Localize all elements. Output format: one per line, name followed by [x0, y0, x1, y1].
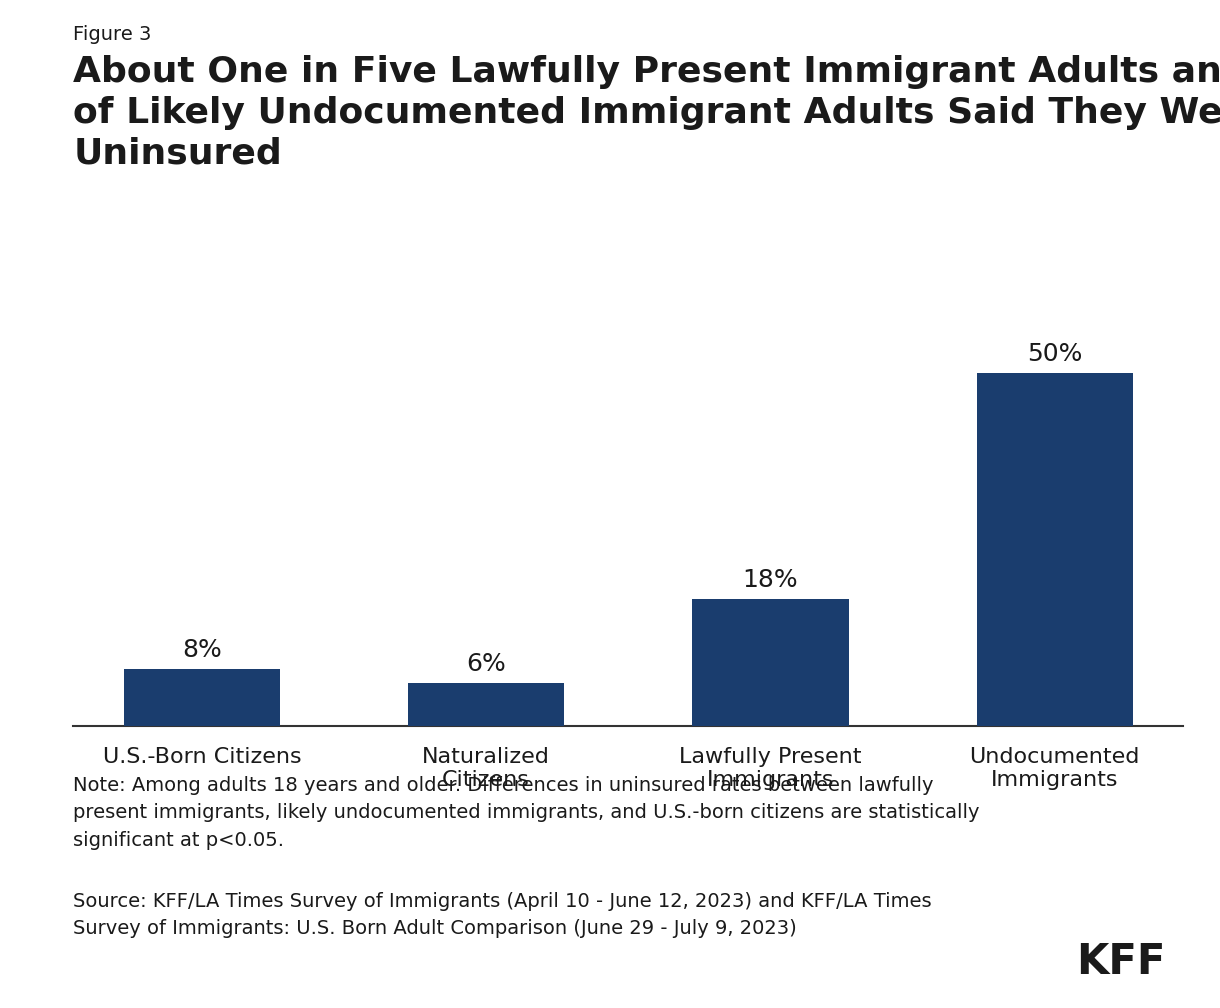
- Text: About One in Five Lawfully Present Immigrant Adults and Half
of Likely Undocumen: About One in Five Lawfully Present Immig…: [73, 55, 1220, 171]
- Text: Figure 3: Figure 3: [73, 25, 151, 44]
- Text: 18%: 18%: [743, 568, 798, 592]
- Bar: [123, 669, 281, 726]
- Text: 6%: 6%: [466, 652, 506, 676]
- Bar: [976, 373, 1133, 726]
- Text: 50%: 50%: [1027, 342, 1082, 366]
- Bar: [407, 683, 565, 726]
- Text: 8%: 8%: [182, 638, 222, 662]
- Bar: [692, 599, 849, 726]
- Text: Note: Among adults 18 years and older. Differences in uninsured rates between la: Note: Among adults 18 years and older. D…: [73, 776, 980, 850]
- Text: Source: KFF/LA Times Survey of Immigrants (April 10 - June 12, 2023) and KFF/LA : Source: KFF/LA Times Survey of Immigrant…: [73, 892, 932, 938]
- Text: KFF: KFF: [1076, 940, 1165, 983]
